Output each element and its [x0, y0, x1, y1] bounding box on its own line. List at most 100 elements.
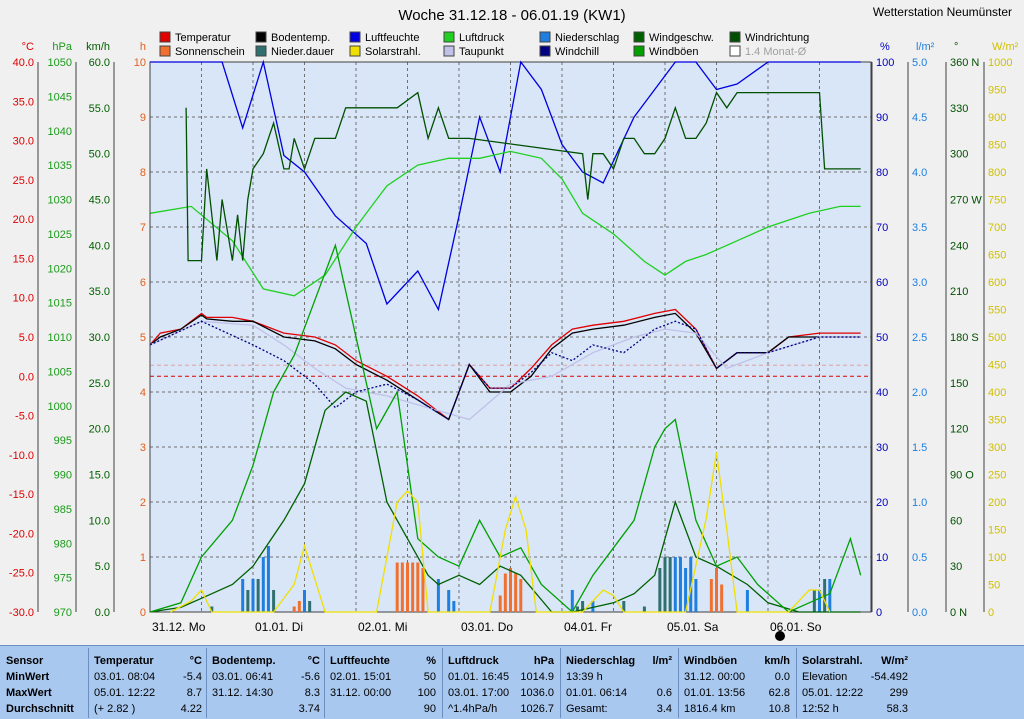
- tick-label-sun: 4: [140, 387, 146, 399]
- tick-label-solar: 750: [988, 195, 1006, 207]
- bar-niederdauer: [658, 568, 662, 612]
- series-luftfeuchte: [150, 59, 861, 312]
- legend-swatch: [729, 31, 741, 43]
- tick-label-temp: 10.0: [13, 293, 34, 305]
- tick-label-direction: 240: [950, 240, 968, 252]
- tick-label-sun: 9: [140, 112, 146, 124]
- tick-label-direction: 180 S: [950, 332, 979, 344]
- tick-label-humidity: 60: [876, 277, 888, 289]
- stats-time: 03.01. 08:04: [94, 671, 156, 683]
- stats-unit: °C: [189, 655, 202, 667]
- stats-separator: [442, 648, 443, 718]
- series-windben: [149, 243, 862, 614]
- stats-header: Temperatur: [94, 655, 154, 667]
- tick-label-rain: 4.5: [912, 112, 927, 124]
- tick-label-pressure: 1005: [48, 366, 72, 378]
- tick-label-pressure: 1000: [48, 401, 72, 413]
- stats-unit: W/m²: [881, 655, 908, 667]
- bar-niederschlag: [303, 590, 306, 612]
- tick-label-wind: 20.0: [89, 424, 110, 436]
- tick-label-pressure: 1015: [48, 298, 72, 310]
- bar-niederschlag: [436, 579, 440, 612]
- stats-unit: hPa: [533, 655, 554, 667]
- bar-niederdauer: [663, 557, 667, 612]
- bar-niederschlag: [591, 601, 595, 612]
- bar-sonnenschein: [421, 568, 425, 612]
- tick-label-temp: 5.0: [19, 332, 34, 344]
- bar-sonnenschein: [715, 568, 718, 612]
- bar-niederdauer: [210, 606, 214, 612]
- stats-unit: km/h: [764, 655, 790, 667]
- stats-header: Sensor: [6, 655, 44, 667]
- tick-label-wind: 40.0: [89, 240, 110, 252]
- legend-label: Windböen: [649, 46, 699, 58]
- bar-niederdauer: [622, 601, 626, 612]
- tick-label-solar: 200: [988, 497, 1006, 509]
- legend-label: Bodentemp.: [271, 32, 330, 44]
- legend-swatch: [443, 45, 455, 57]
- tick-label-wind: 60.0: [89, 57, 110, 69]
- tick-label-rain: 0.0: [912, 607, 927, 619]
- stats-separator: [206, 648, 207, 718]
- x-label: 04.01. Fr: [564, 620, 612, 634]
- tick-label-temp: 40.0: [13, 57, 34, 69]
- stats-time: 01.01. 06:14: [566, 687, 628, 699]
- tick-label-rain: 2.5: [912, 332, 927, 344]
- tick-label-humidity: 0: [876, 607, 882, 619]
- tick-label-pressure: 1050: [48, 57, 72, 69]
- stats-column: Solarstrahl. W/m² Elevation -54.492 05.01. 1…: [802, 646, 908, 719]
- stats-time: 02.01. 15:01: [330, 671, 392, 683]
- legend-swatch: [633, 31, 645, 43]
- bar-niederschlag: [447, 590, 451, 612]
- tick-label-solar: 550: [988, 305, 1006, 317]
- tick-label-temp: 20.0: [13, 214, 34, 226]
- bar-niederschlag: [241, 579, 245, 612]
- bar-niederschlag: [828, 579, 832, 612]
- stats-time: Gesamt:: [566, 703, 608, 715]
- tick-label-rain: 4.0: [912, 167, 927, 179]
- bar-sonnenschein: [400, 562, 404, 612]
- stats-value: 1036.0: [520, 687, 554, 699]
- legend-swatch: [539, 31, 551, 43]
- stats-time: 01.01. 13:56: [684, 687, 746, 699]
- bar-niederschlag: [266, 546, 270, 612]
- tick-label-humidity: 30: [876, 442, 888, 454]
- tick-label-temp: -5.0: [15, 411, 34, 423]
- tick-label-pressure: 990: [54, 470, 72, 482]
- legend-label: Luftdruck: [459, 32, 505, 44]
- stats-value: 62.8: [768, 687, 790, 699]
- tick-label-sun: 7: [140, 222, 146, 234]
- legend-label: Nieder.dauer: [271, 46, 334, 58]
- tick-label-direction: 60: [950, 515, 962, 527]
- stats-row-label: MinWert: [6, 671, 50, 683]
- tick-label-sun: 5: [140, 332, 146, 344]
- tick-label-sun: 8: [140, 167, 146, 179]
- stats-time: ^1.4hPa/h: [448, 703, 498, 715]
- tick-label-sun: 3: [140, 442, 146, 454]
- bar-sonnenschein: [416, 562, 420, 612]
- tick-label-wind: 0.0: [95, 607, 110, 619]
- bar-sonnenschein: [297, 601, 301, 612]
- stats-column: Niederschlag l/m² 13:39 h 01.01. 06:14 0.6 Ge…: [566, 646, 672, 719]
- tick-label-wind: 25.0: [89, 378, 110, 390]
- tick-label-rain: 3.5: [912, 222, 927, 234]
- axis-unit-direction: °: [954, 41, 958, 53]
- tick-label-wind: 55.0: [89, 103, 110, 115]
- tick-label-pressure: 1040: [48, 126, 72, 138]
- stats-value: -5.4: [183, 671, 202, 683]
- axis-unit-humidity: %: [880, 41, 890, 53]
- stats-value: 0.0: [774, 671, 790, 683]
- tick-label-sun: 2: [140, 497, 146, 509]
- stats-row-label: MaxWert: [6, 687, 52, 699]
- tick-label-rain: 0.5: [912, 552, 927, 564]
- stats-row-label: Durchschnitt: [6, 703, 74, 715]
- tick-label-sun: 10: [134, 57, 146, 69]
- tick-label-pressure: 985: [54, 504, 72, 516]
- stats-column: Windböen km/h 31.12. 00:00 0.0 01.01. 13:56 6…: [684, 646, 790, 719]
- tick-label-wind: 5.0: [95, 561, 110, 573]
- weather-chart: 40.035.030.025.020.015.010.05.00.0-5.0-1…: [8, 5, 1019, 641]
- bar-sonnenschein: [406, 562, 409, 612]
- tick-label-direction: 0 N: [950, 607, 967, 619]
- tick-label-humidity: 50: [876, 332, 888, 344]
- bar-sonnenschein: [503, 573, 507, 612]
